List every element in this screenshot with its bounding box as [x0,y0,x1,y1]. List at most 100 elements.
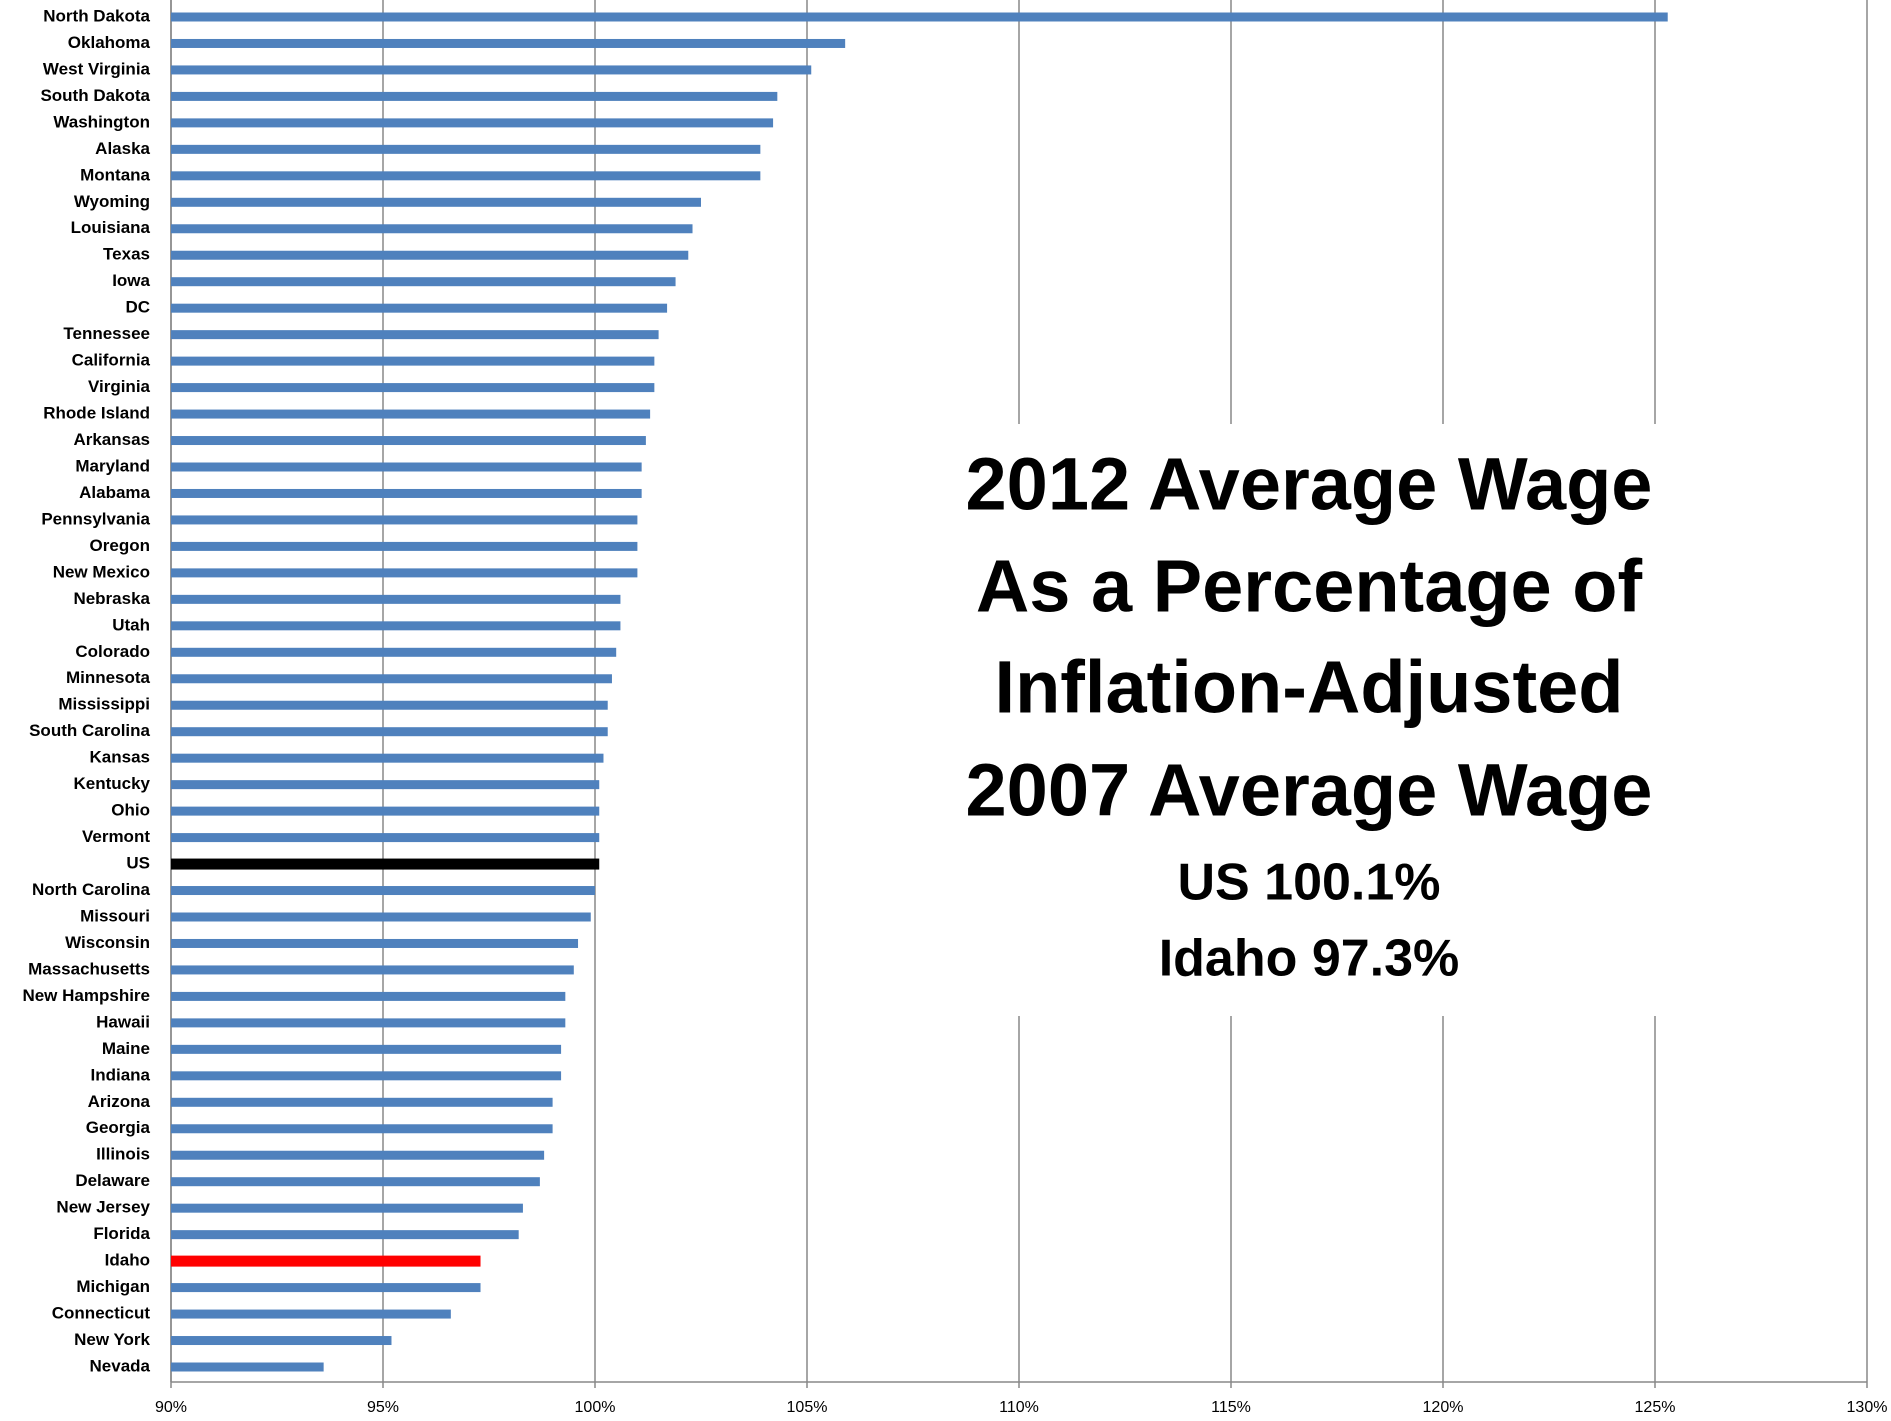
y-tick-label: Iowa [112,271,150,290]
y-tick-label: Alabama [79,483,150,502]
y-tick-label: Arkansas [73,430,150,449]
annotation: Idaho 97.3% [1159,930,1460,988]
y-tick-label: Washington [53,112,150,131]
bar [171,250,689,260]
bar [171,886,595,896]
x-tick-label: 130% [1847,1399,1888,1416]
bar [171,383,655,393]
y-tick-label: Kansas [90,748,150,767]
bar [171,780,600,790]
bar [171,436,646,446]
bar [171,594,621,604]
bar [171,1309,451,1319]
y-tick-label: Massachusetts [28,959,150,978]
bar [171,1230,519,1240]
bar [171,1362,324,1372]
bar [171,330,659,340]
y-tick-label: Utah [112,615,150,634]
x-tick-label: 115% [1211,1399,1251,1416]
y-tick-label: Delaware [75,1171,150,1190]
bar [171,171,761,181]
x-tick-label: 105% [787,1399,828,1416]
y-tick-label: Minnesota [66,668,151,687]
bar [171,38,846,48]
bar [171,753,604,763]
bar [171,1283,481,1293]
bar [171,621,621,631]
annotation: 2012 Average Wage [966,443,1653,526]
y-tick-label: Louisiana [71,218,151,237]
y-tick-label: Alaska [95,139,150,158]
y-tick-label: Indiana [90,1065,150,1084]
x-tick-label: 95% [367,1399,399,1416]
bar [171,1124,553,1134]
bar [171,118,774,128]
bar [171,303,668,313]
y-tick-label: Montana [80,165,150,184]
bar [171,858,600,870]
x-tick-label: 125% [1635,1399,1676,1416]
y-tick-label: California [72,351,151,370]
y-tick-label: Vermont [82,827,150,846]
bar [171,806,600,816]
bar [171,1177,540,1187]
y-tick-label: Rhode Island [43,404,150,423]
y-tick-label: New Hampshire [22,986,150,1005]
y-tick-label: South Dakota [40,86,150,105]
y-tick-label: Tennessee [63,324,150,343]
y-tick-label: Georgia [86,1118,151,1137]
bar [171,568,638,578]
bar [171,1203,523,1213]
y-tick-label: DC [125,298,150,317]
bar [171,515,638,525]
y-tick-label: US [126,854,150,873]
y-tick-label: New Jersey [56,1198,150,1217]
y-tick-label: Wisconsin [65,933,150,952]
y-tick-label: Ohio [111,801,150,820]
y-tick-label: Idaho [105,1251,150,1270]
y-tick-label: New Mexico [53,562,150,581]
y-tick-label: Illinois [96,1145,150,1164]
bar [171,727,608,737]
bar [171,356,655,366]
bar [171,409,651,419]
bar [171,1255,481,1267]
y-tick-label: New York [74,1330,150,1349]
y-tick-label: Florida [93,1224,150,1243]
y-tick-label: Oregon [90,536,150,555]
annotation: US 100.1% [1177,854,1440,912]
bar [171,1097,553,1107]
y-tick-label: North Carolina [32,880,151,899]
bar [171,1071,562,1081]
y-tick-label: Connecticut [52,1304,151,1323]
y-tick-label: Maryland [75,456,150,475]
y-tick-label: Wyoming [74,192,150,211]
bar [171,965,574,975]
y-tick-label: Nebraska [73,589,150,608]
bar [171,647,617,657]
bar [171,488,642,498]
bar [171,65,812,75]
bar [171,277,676,287]
x-tick-label: 110% [999,1399,1039,1416]
y-tick-label: Arizona [88,1092,151,1111]
y-tick-label: Hawaii [96,1012,150,1031]
bar [171,1336,392,1346]
bar [171,91,778,101]
y-tick-label: Nevada [90,1356,151,1375]
y-tick-label: Missouri [80,906,150,925]
annotation: Inflation-Adjusted [995,646,1624,729]
annotation: 2007 Average Wage [966,749,1653,832]
bar [171,938,579,948]
bar [171,224,693,234]
bar [171,1150,545,1160]
y-tick-label: Kentucky [73,774,150,793]
bar [171,833,600,843]
y-tick-label: Michigan [76,1277,150,1296]
bar [171,674,612,684]
x-tick-label: 120% [1423,1399,1464,1416]
bar [171,462,642,472]
bar [171,991,566,1001]
y-tick-label: West Virginia [43,59,151,78]
